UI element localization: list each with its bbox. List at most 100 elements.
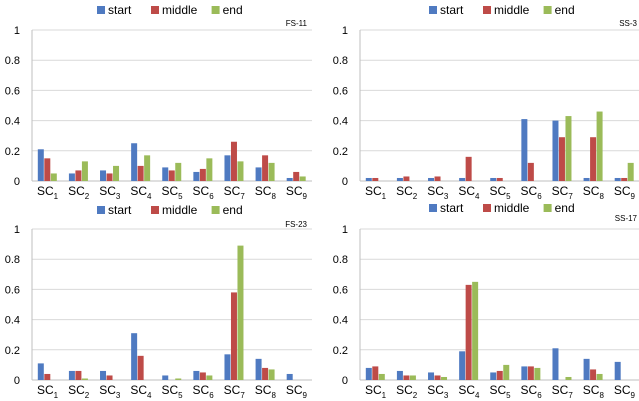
chart-panel: 0 0.2 0.4 0.6 0.8 1 SC1 SC2 SC3 SC4 SC5 SC6 SC7 SC8 SC… [5, 3, 312, 201]
legend-swatch [543, 6, 552, 14]
legend-label: end [555, 3, 575, 17]
x-tick-label: SC6 [521, 184, 543, 201]
bar [403, 375, 410, 380]
x-tick-label: SC9 [614, 383, 636, 400]
bar [396, 177, 403, 181]
x-tick-label: SC4 [130, 184, 152, 201]
legend-swatch [97, 6, 105, 14]
bar [614, 361, 621, 380]
y-tick-label: 0.6 [5, 85, 20, 97]
y-tick-label: 0.4 [5, 116, 20, 128]
y-tick-label: 0.8 [5, 254, 20, 266]
bar [441, 376, 448, 380]
bar [131, 143, 138, 181]
x-tick-label: SC9 [286, 184, 308, 201]
bar [268, 162, 275, 181]
bar [409, 375, 416, 380]
bar [255, 358, 262, 380]
bar [37, 149, 44, 181]
bar [434, 375, 441, 380]
y-tick-label: 0.6 [333, 284, 348, 296]
legend-label: start [108, 3, 132, 17]
bar [293, 171, 300, 181]
x-tick-label: SC8 [583, 184, 605, 201]
bar [206, 158, 213, 181]
bar [162, 375, 169, 380]
chart-panel: 0 0.2 0.4 0.6 0.8 1 SC1 SC2 SC3 SC4 SC5 SC6 SC7 SC8 SC… [333, 3, 639, 201]
panel-title: SS-3 [619, 19, 637, 28]
legend-swatch [151, 206, 159, 214]
bar [75, 370, 82, 380]
bar [230, 141, 237, 181]
y-tick-label: 0.4 [5, 315, 20, 327]
bar [403, 176, 410, 181]
bar [262, 367, 269, 380]
bar [144, 155, 151, 181]
x-tick-label: SC9 [614, 184, 636, 201]
bar [527, 162, 534, 181]
legend: start middle end [429, 201, 575, 215]
legend-label: start [108, 203, 132, 217]
bar [372, 177, 379, 181]
bar [37, 363, 44, 380]
bar [100, 370, 107, 380]
y-tick-label: 0.4 [333, 315, 348, 327]
bar [199, 168, 206, 181]
bar [193, 370, 200, 380]
bar [583, 177, 590, 181]
bar [68, 173, 75, 181]
bar [268, 369, 275, 380]
legend-swatch [211, 6, 220, 14]
bar [75, 170, 82, 181]
bar [378, 373, 385, 380]
x-tick-label: SC2 [68, 383, 90, 400]
bar [434, 176, 441, 181]
x-tick-label: SC5 [489, 383, 511, 400]
bar [465, 156, 472, 181]
bar [237, 161, 244, 181]
legend-swatch [429, 204, 437, 212]
bar [490, 372, 497, 380]
bar [627, 162, 634, 181]
x-tick-label: SC8 [255, 184, 277, 201]
bar [459, 351, 466, 380]
x-tick-label: SC8 [583, 383, 605, 400]
legend-swatch [211, 206, 220, 214]
x-tick-label: SC4 [458, 383, 480, 400]
legend-label: start [440, 3, 464, 17]
x-tick-label: SC5 [161, 184, 183, 201]
y-tick-label: 1 [14, 25, 20, 37]
legend-label: middle [162, 3, 198, 17]
bar [558, 137, 565, 181]
y-tick-label: 0 [14, 176, 20, 188]
bar [237, 245, 244, 380]
y-tick-label: 0 [342, 375, 348, 387]
bar [131, 333, 138, 380]
bar [521, 119, 528, 181]
x-tick-label: SC8 [255, 383, 277, 400]
bar [372, 366, 379, 380]
legend-swatch [483, 204, 491, 212]
bar [552, 120, 559, 181]
x-tick-label: SC4 [130, 383, 152, 400]
bar [590, 137, 597, 181]
legend-swatch [151, 6, 159, 14]
bar [100, 170, 107, 181]
bar [50, 173, 57, 181]
bar [428, 177, 435, 181]
x-tick-label: SC3 [99, 383, 121, 400]
bar [552, 348, 559, 380]
x-tick-label: SC1 [365, 184, 387, 201]
bar [137, 165, 144, 181]
bar [81, 161, 88, 181]
bar [175, 378, 182, 380]
legend: start middle end [97, 203, 243, 217]
x-tick-label: SC3 [427, 184, 449, 201]
chart-panel: 0 0.2 0.4 0.6 0.8 1 SC1 SC2 SC3 SC4 SC5 SC6 SC7 SC8 SC… [5, 203, 312, 400]
bar [614, 177, 621, 181]
legend-swatch [483, 6, 491, 14]
x-tick-label: SC5 [161, 383, 183, 400]
x-tick-label: SC1 [37, 184, 59, 201]
x-tick-label: SC7 [552, 383, 574, 400]
